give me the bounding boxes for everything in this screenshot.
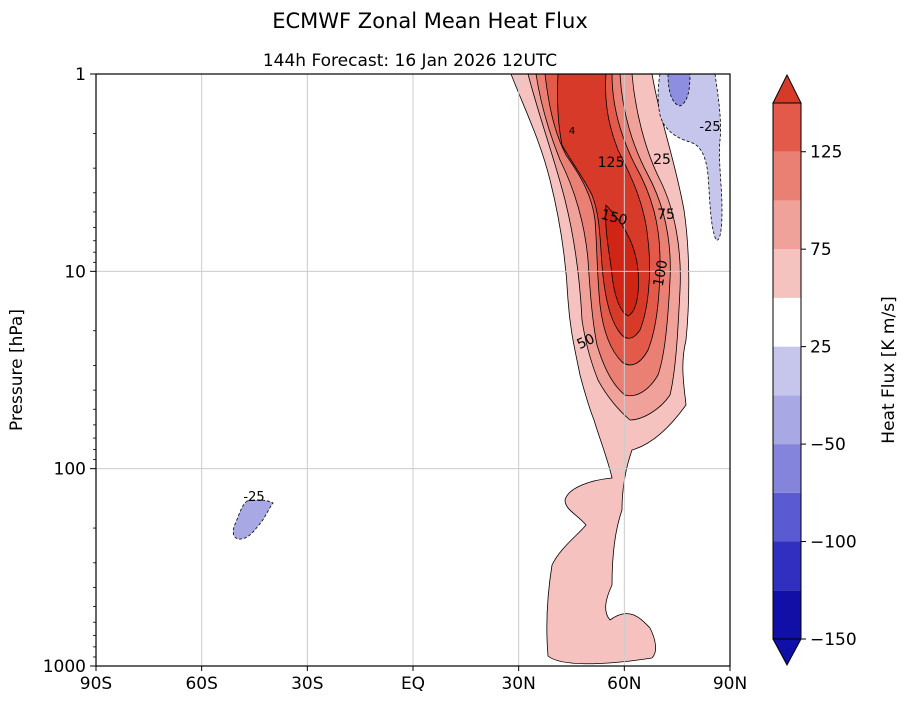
colorbar: 125 75 25 −50 −100 −150	[772, 73, 857, 667]
contour-label: 4	[569, 126, 575, 137]
x-tick-label: 30N	[501, 674, 535, 694]
y-tick-label: 100	[54, 460, 86, 480]
colorbar-segment	[773, 492, 801, 542]
contour-label: 125	[598, 155, 625, 171]
chart-subtitle: 144h Forecast: 16 Jan 2026 12UTC	[263, 51, 557, 71]
y-tick-label: 1	[75, 65, 86, 85]
colorbar-segment	[773, 249, 801, 298]
contour-fill-neg25-nh	[657, 73, 723, 241]
x-tick-label: 60S	[185, 674, 217, 694]
contour-labels: 4 125 25 -25 150 75 100 50 -25	[243, 120, 720, 505]
colorbar-segment	[773, 297, 801, 347]
y-axis: 1 10 100 1000	[43, 65, 96, 677]
colorbar-segment	[773, 151, 801, 201]
contour-fill-neg25-sh	[232, 499, 274, 540]
y-axis-label: Pressure [hPa]	[7, 309, 27, 431]
colorbar-tick-label: −150	[810, 630, 857, 650]
colorbar-label: Heat Flux [K m/s]	[879, 296, 899, 443]
contour-fills	[232, 73, 723, 665]
colorbar-segment	[773, 541, 801, 591]
contour-fill-neg50-nh	[667, 73, 691, 107]
x-axis: 90S 60S 30S EQ 30N 60N 90N	[80, 666, 747, 694]
x-tick-label: 60N	[607, 674, 641, 694]
colorbar-extend-low	[772, 638, 802, 667]
colorbar-segment	[773, 200, 801, 250]
contour-label: -25	[243, 490, 264, 505]
chart-title: ECMWF Zonal Mean Heat Flux	[272, 9, 588, 33]
colorbar-segment	[773, 590, 801, 639]
colorbar-tick-label: −50	[810, 435, 846, 455]
colorbar-segment	[773, 395, 801, 445]
x-tick-label: 90N	[713, 674, 747, 694]
contour-label: 75	[657, 207, 675, 223]
colorbar-tick-label: 125	[810, 143, 842, 163]
y-tick-label: 1000	[43, 657, 86, 677]
y-tick-label: 10	[64, 262, 86, 282]
colorbar-tick-label: −100	[810, 533, 857, 553]
contour-label: 150	[599, 207, 629, 229]
colorbar-segment	[773, 444, 801, 493]
x-tick-label: 90S	[80, 674, 112, 694]
plot-area: 4 125 25 -25 150 75 100 50 -25	[95, 73, 731, 667]
colorbar-segment	[773, 103, 801, 152]
colorbar-frame	[772, 102, 802, 640]
contour-label: 100	[651, 259, 671, 288]
contour-fill-150	[605, 204, 639, 317]
colorbar-tick-label: 25	[810, 338, 832, 358]
contour-label: 50	[575, 331, 598, 353]
colorbar-tick-label: 75	[810, 240, 832, 260]
x-tick-label: 30S	[291, 674, 323, 694]
contour-label: 25	[653, 152, 671, 168]
colorbar-segment	[773, 346, 801, 396]
x-tick-label: EQ	[401, 674, 425, 694]
colorbar-extend-high	[772, 73, 802, 104]
contour-label: -25	[699, 120, 720, 135]
